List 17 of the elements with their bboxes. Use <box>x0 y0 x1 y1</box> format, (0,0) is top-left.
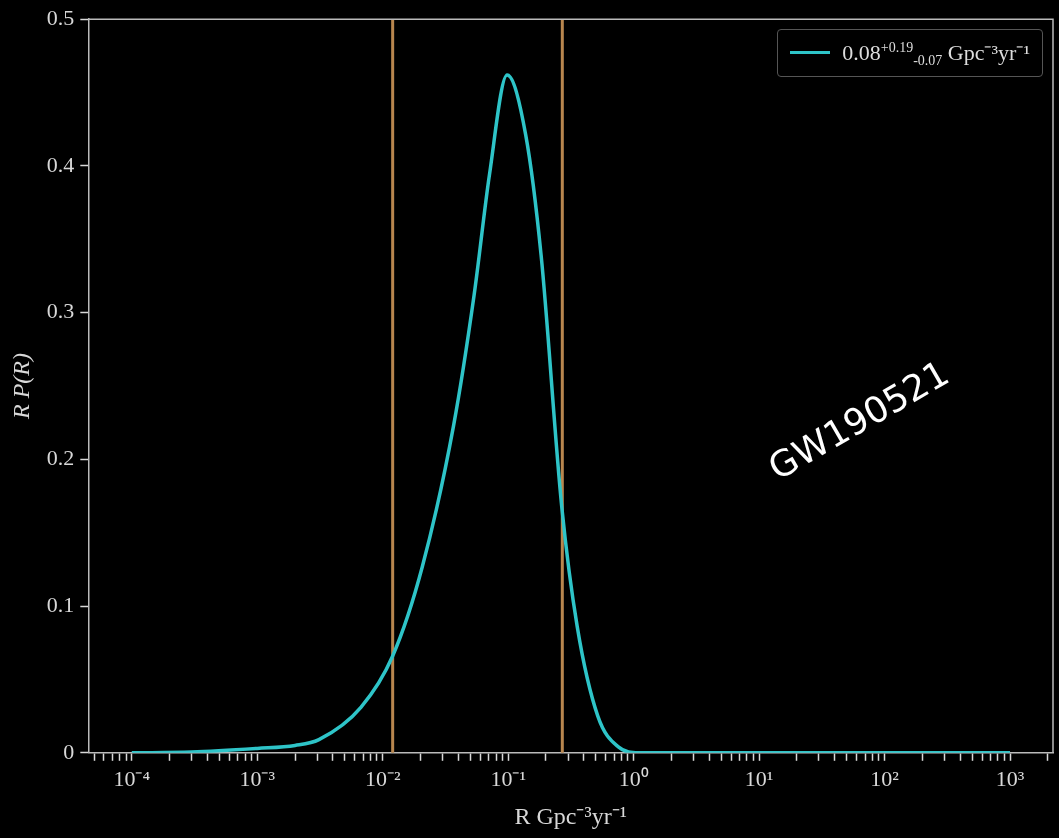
x-tick-label: 10⁻⁴ <box>113 765 151 791</box>
x-tick-label: 10³ <box>995 765 1025 791</box>
y-tick-label: 0.3 <box>46 298 75 324</box>
x-tick-label: 10⁻³ <box>239 765 276 791</box>
x-tick-label: 10⁻² <box>364 765 401 791</box>
x-axis-title: R Gpc⁻³yr⁻¹ <box>514 802 627 829</box>
y-tick-label: 0.5 <box>46 4 75 30</box>
y-tick-label: 0.2 <box>46 445 75 471</box>
y-tick-label: 0.4 <box>46 151 75 177</box>
x-tick-label: 10⁰ <box>618 765 649 791</box>
y-axis-title: R P(R) <box>7 353 34 420</box>
legend-label: 0.08$^{+0.19}$$_{-0.07}$ Gpc⁻³yr⁻¹ <box>842 38 1030 70</box>
x-tick-label: 10² <box>870 765 900 791</box>
x-tick-label: 10⁻¹ <box>490 765 526 791</box>
y-tick-label: 0.1 <box>46 591 75 617</box>
x-tick-label: 10¹ <box>744 765 774 791</box>
y-tick-label: 0 <box>63 738 75 764</box>
